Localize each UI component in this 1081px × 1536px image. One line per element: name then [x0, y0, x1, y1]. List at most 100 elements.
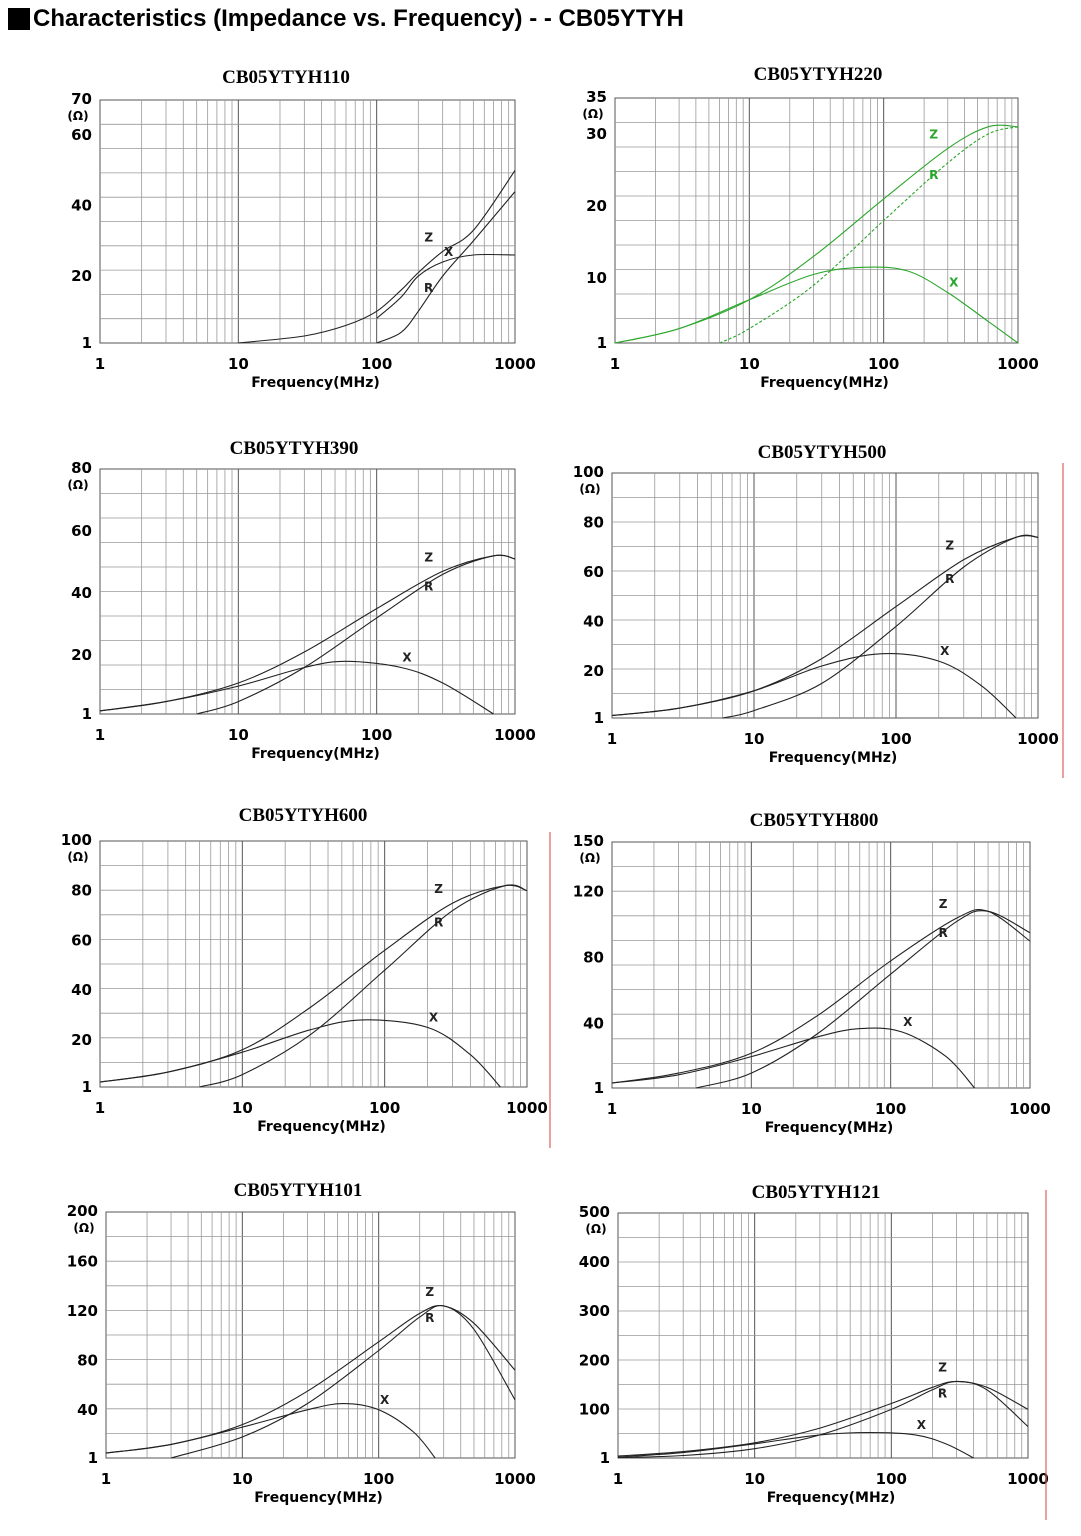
- y-tick-label: 1: [82, 334, 92, 352]
- x-tick-label: 10: [739, 355, 760, 373]
- series-line-r: [719, 126, 1019, 344]
- y-tick-label: 100: [61, 831, 92, 849]
- series-line-x: [105, 1403, 436, 1459]
- y-tick-label: 120: [67, 1302, 98, 1320]
- y-tick-label: 40: [583, 1015, 604, 1033]
- chart-title: CB05YTYH110: [222, 67, 350, 88]
- y-tick-label: 500: [579, 1203, 610, 1221]
- series-line-x: [617, 1431, 974, 1459]
- y-tick-label: 100: [573, 463, 604, 481]
- x-tick-label: 1: [607, 730, 617, 748]
- y-unit-label: (Ω): [73, 1221, 94, 1235]
- series-label-z: Z: [945, 539, 954, 553]
- x-tick-label: 1: [613, 1470, 623, 1488]
- black-square-icon: [8, 8, 30, 30]
- y-tick-label: 1: [88, 1449, 98, 1467]
- series-label-x: X: [402, 650, 412, 664]
- y-tick-label: 150: [573, 832, 604, 850]
- y-tick-label: 30: [586, 125, 607, 143]
- chart-cb05ytyh800: CB05YTYH800 1 40 80 120 150(Ω) 1 10 100 1000 Frequ…: [573, 810, 1051, 1136]
- y-tick-label: 1: [82, 1078, 92, 1096]
- x-tick-label: 100: [361, 355, 392, 373]
- x-axis-label: Frequency(MHz): [251, 746, 380, 762]
- chart-cb05ytyh390: CB05YTYH390 1 20 40 60 80(Ω) 1 10 100 1000 Frequen…: [67, 438, 535, 762]
- chart-title: CB05YTYH500: [758, 442, 887, 463]
- x-tick-label: 1: [607, 1100, 617, 1118]
- series-line-r: [199, 884, 528, 1088]
- x-tick-label: 10: [741, 1100, 762, 1118]
- y-unit-label: (Ω): [67, 478, 88, 492]
- series-label-r: R: [424, 579, 433, 593]
- series-label-z: Z: [929, 127, 938, 141]
- y-tick-label: 70: [71, 90, 92, 108]
- series-line-z: [611, 909, 1031, 1084]
- x-tick-label: 10: [228, 355, 249, 373]
- x-tick-label: 1000: [494, 726, 536, 744]
- y-tick-label: 300: [579, 1302, 610, 1320]
- series-label-z: Z: [434, 882, 443, 896]
- y-tick-label: 400: [579, 1253, 610, 1271]
- series-label-r: R: [939, 926, 948, 940]
- series-label-x: X: [940, 644, 950, 658]
- y-tick-label: 80: [583, 949, 604, 967]
- y-tick-label: 60: [71, 126, 92, 144]
- x-tick-label: 100: [875, 1100, 906, 1118]
- chart-title: CB05YTYH101: [234, 1180, 363, 1201]
- series-label-z: Z: [424, 550, 433, 564]
- series-label-r: R: [424, 281, 433, 295]
- y-tick-label: 10: [586, 269, 607, 287]
- series-label-r: R: [434, 916, 443, 930]
- y-tick-label: 80: [77, 1351, 98, 1369]
- x-tick-label: 1: [95, 355, 105, 373]
- y-tick-label: 40: [71, 197, 92, 215]
- x-tick-label: 1000: [494, 1470, 536, 1488]
- chart-title: CB05YTYH800: [750, 810, 879, 831]
- x-tick-label: 10: [232, 1099, 253, 1117]
- series-line-r: [376, 191, 516, 344]
- y-tick-label: 80: [71, 882, 92, 900]
- y-tick-label: 60: [583, 563, 604, 581]
- series-line-r: [722, 534, 1039, 719]
- series-label-z: Z: [425, 1285, 434, 1299]
- x-axis-label: Frequency(MHz): [254, 1490, 383, 1506]
- series-label-r: R: [425, 1311, 434, 1325]
- y-unit-label: (Ω): [579, 482, 600, 496]
- y-tick-label: 20: [71, 267, 92, 285]
- y-tick-label: 120: [573, 883, 604, 901]
- x-tick-label: 1000: [1017, 730, 1059, 748]
- series-line-x: [99, 1019, 501, 1088]
- chart-title: CB05YTYH121: [752, 1182, 881, 1203]
- y-tick-label: 20: [71, 1031, 92, 1049]
- series-label-x: X: [429, 1010, 439, 1024]
- y-tick-label: 60: [71, 522, 92, 540]
- y-unit-label: (Ω): [582, 107, 603, 121]
- x-tick-label: 100: [876, 1470, 907, 1488]
- chart-cb05ytyh110: CB05YTYH110 1 20 40 60 70(Ω) 1 10 100 1000 Frequen…: [67, 67, 535, 391]
- y-unit-label: (Ω): [585, 1222, 606, 1236]
- x-tick-label: 100: [868, 355, 899, 373]
- y-tick-label: 100: [579, 1400, 610, 1418]
- x-tick-label: 1000: [494, 355, 536, 373]
- series-line-r: [617, 1380, 1029, 1459]
- x-tick-label: 1000: [1007, 1470, 1049, 1488]
- y-tick-label: 20: [71, 646, 92, 664]
- page-title: Characteristics (Impedance vs. Frequency…: [8, 2, 684, 36]
- x-tick-label: 10: [744, 730, 765, 748]
- series-label-z: Z: [938, 1360, 947, 1374]
- series-line-x: [614, 266, 1019, 344]
- chart-cb05ytyh121: CB05YTYH121 1 100 200 300 400 500(Ω) 1 10 100 1000…: [579, 1182, 1049, 1506]
- x-axis-label: Frequency(MHz): [760, 375, 889, 391]
- y-tick-label: 1: [600, 1449, 610, 1467]
- y-tick-label: 1: [594, 709, 604, 727]
- series-label-r: R: [945, 572, 954, 586]
- x-axis-label: Frequency(MHz): [257, 1119, 386, 1135]
- y-tick-label: 80: [583, 513, 604, 531]
- chart-cb05ytyh101: CB05YTYH101 1 40 80 120 160 200(Ω) 1 10 100 1000 Fr…: [67, 1180, 536, 1506]
- x-tick-label: 1000: [1009, 1100, 1051, 1118]
- x-axis-label: Frequency(MHz): [767, 1490, 896, 1506]
- series-label-x: X: [444, 245, 454, 259]
- y-tick-label: 160: [67, 1252, 98, 1270]
- series-line-r: [695, 910, 1031, 1089]
- y-tick-label: 200: [67, 1202, 98, 1220]
